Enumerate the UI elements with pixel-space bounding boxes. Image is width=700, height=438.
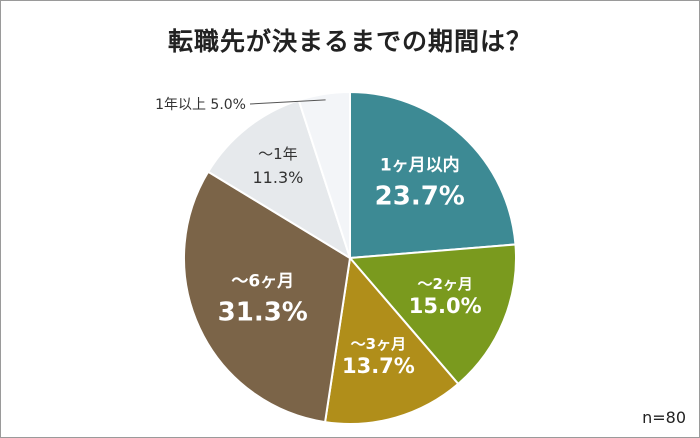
slice-label-4: ～6ヶ月 [231,272,294,292]
chart-title: 転職先が決まるまでの期間は？ [167,27,532,56]
slice-label-1: 1ヶ月以内 [380,154,460,175]
slice-value-5: 11.3% [253,168,304,187]
slice-value-2: 15.0% [409,294,482,318]
slice-label-2: ～2ヶ月 [417,275,472,293]
slice-label-6: 1年以上 5.0% [155,97,246,113]
slice-label-5: ～1年 [258,145,298,163]
pie-slice-6 [297,90,351,259]
slice-label-3: ～3ヶ月 [351,335,406,353]
slice-value-1: 23.7% [375,181,465,211]
pie-slice-4 [183,170,352,424]
leader-line-6 [249,99,326,105]
slice-value-4: 31.3% [218,298,308,328]
pie-slice-2 [347,243,517,386]
slice-value-3: 13.7% [342,354,415,378]
pie-slice-3 [323,255,460,425]
pie-slice-1 [349,90,517,260]
sample-size-note: n=80 [642,408,686,427]
